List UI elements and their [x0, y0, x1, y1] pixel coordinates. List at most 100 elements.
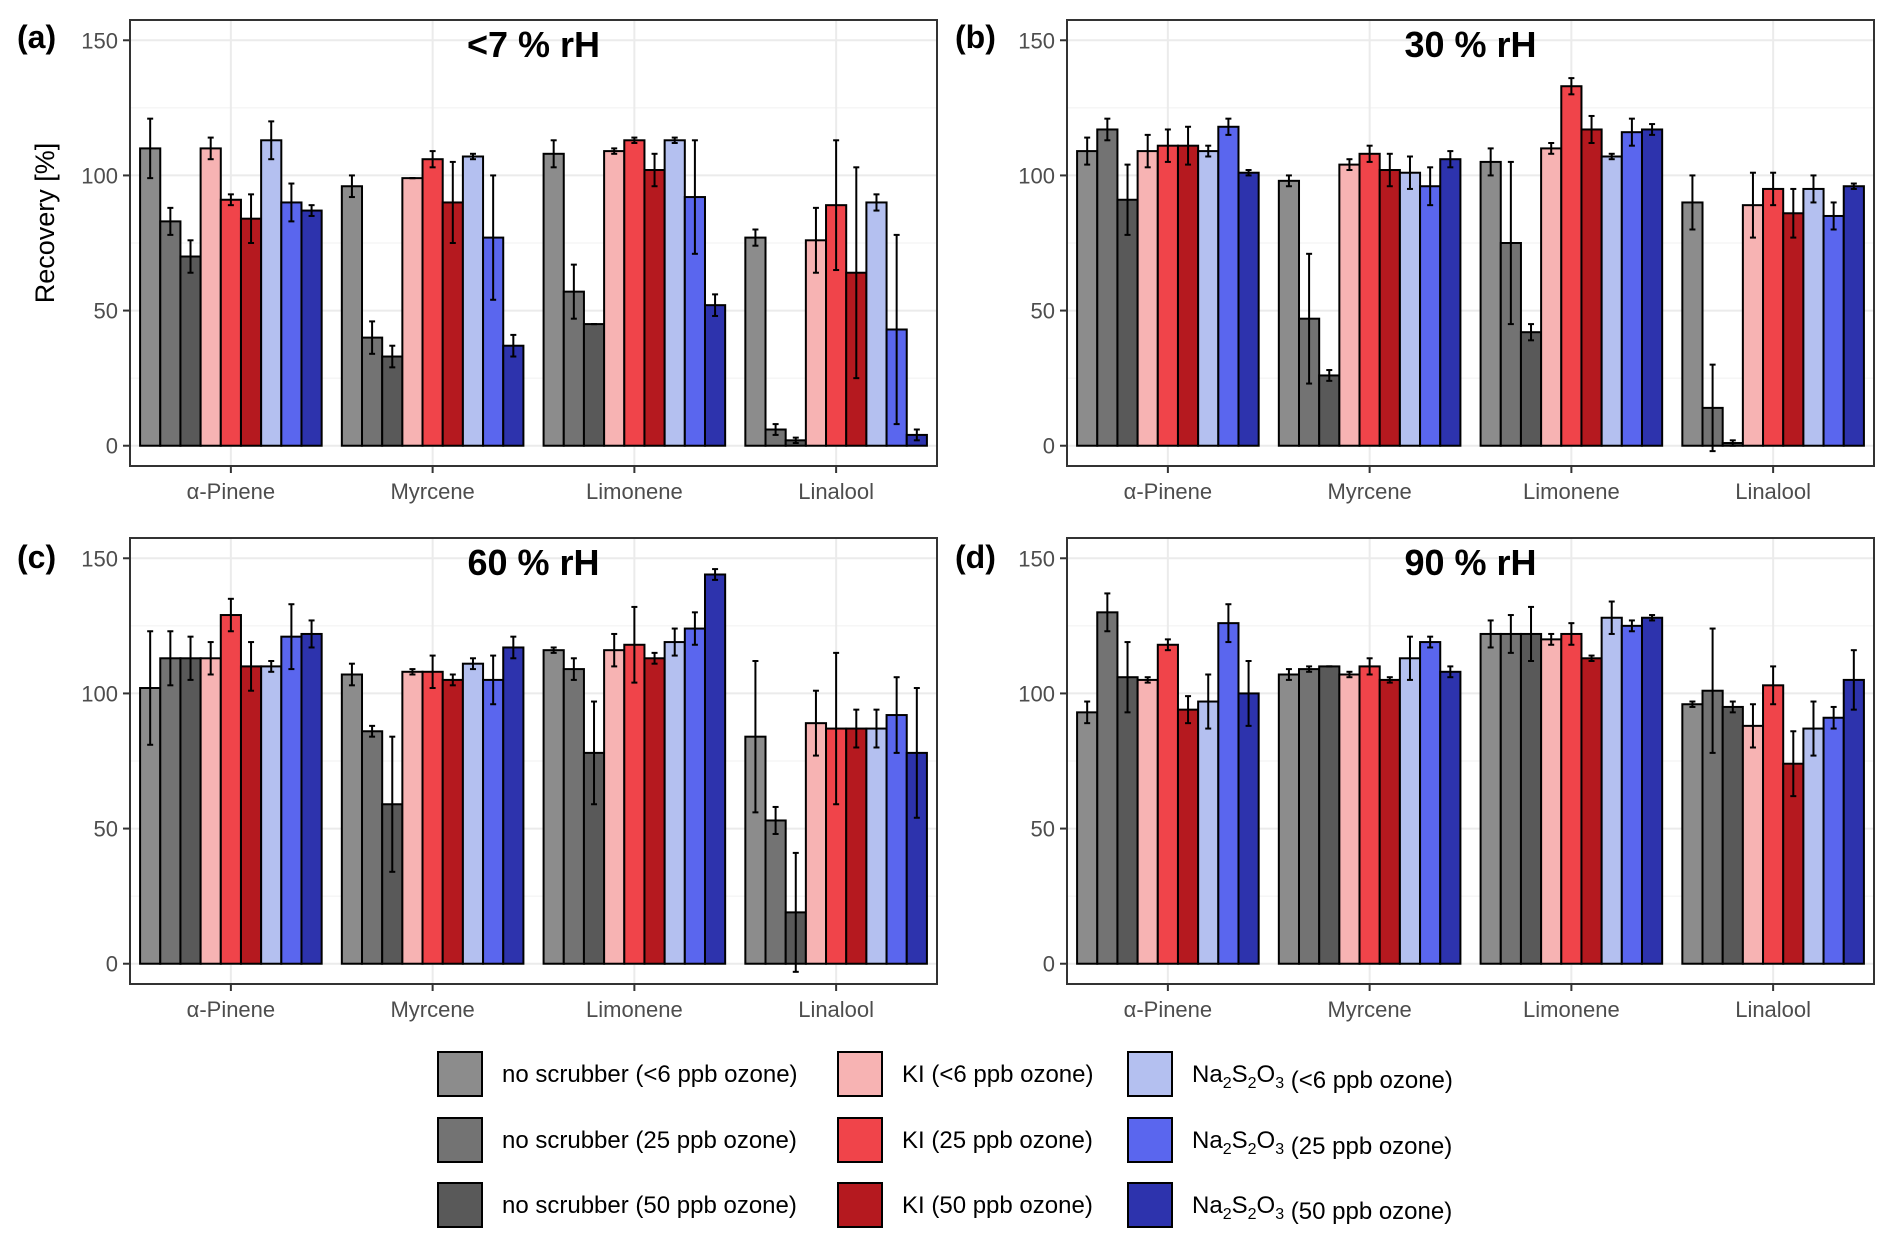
bar — [1782, 212, 1805, 447]
panel-title: <7 % rH — [467, 24, 600, 65]
bar — [1338, 673, 1361, 965]
bar — [764, 819, 787, 965]
subscript: 2 — [1223, 1141, 1232, 1158]
bar — [1842, 678, 1865, 965]
bar — [865, 727, 888, 965]
error-bar — [1790, 187, 1797, 239]
bar — [1197, 700, 1220, 965]
bar — [461, 155, 485, 447]
error-bar — [268, 659, 275, 673]
bar — [1580, 657, 1603, 965]
bar — [461, 662, 485, 965]
legend-label-rest: (50 ppb ozone) — [629, 1192, 797, 1219]
error-bar — [449, 673, 456, 687]
bar — [1217, 125, 1240, 447]
legend-label-rest: (50 ppb ozone) — [925, 1192, 1093, 1219]
error-bar — [1366, 657, 1373, 676]
legend-label: Na2S2O3 (25 ppb ozone) — [1192, 1127, 1452, 1160]
bar — [623, 643, 646, 965]
bar — [199, 147, 222, 447]
error-bar — [1628, 117, 1635, 147]
x-tick-label: Myrcene — [1327, 479, 1411, 504]
panel-letter: (a) — [17, 19, 56, 55]
bar — [179, 657, 202, 965]
error-bar — [308, 619, 315, 649]
error-bar — [1548, 141, 1555, 155]
error-bar — [1144, 676, 1151, 684]
x-tick-label: Limonene — [586, 479, 683, 504]
bar — [1076, 711, 1099, 965]
error-bar — [853, 708, 860, 749]
x-tick-label: α-Pinene — [187, 997, 276, 1022]
error-bar — [1507, 614, 1514, 654]
error-bar — [611, 632, 618, 668]
bar — [179, 255, 202, 447]
error-bar — [1749, 703, 1756, 749]
error-bar — [772, 805, 779, 835]
bar — [401, 670, 424, 965]
error-bar — [207, 641, 214, 676]
panel-title: 30 % rH — [1404, 24, 1536, 65]
error-bar — [752, 659, 759, 814]
y-tick-label: 0 — [106, 434, 118, 459]
error-bar — [1749, 171, 1756, 239]
legend-label-prefix: KI — [902, 1127, 925, 1154]
error-bar — [1285, 174, 1292, 188]
y-tick-label: 150 — [1018, 546, 1055, 571]
panel-letter: (d) — [955, 539, 996, 575]
bar — [1398, 657, 1422, 965]
panel-d: 0 50 100 150 α-Pinene Myrcene Limonene Linalool… — [955, 537, 1875, 1022]
bar — [1439, 158, 1462, 447]
bar — [441, 678, 464, 965]
error-bar — [469, 657, 476, 671]
formula-part: S — [1232, 1061, 1248, 1088]
legend-label-rest: (<6 ppb ozone) — [629, 1061, 798, 1088]
legend-label: KI (25 ppb ozone) — [902, 1127, 1093, 1154]
error-bar — [449, 160, 456, 244]
legend-label-prefix: no scrubber — [502, 1061, 629, 1088]
bar — [239, 217, 263, 447]
subscript: 3 — [1275, 1075, 1284, 1092]
legend-label-prefix: KI — [902, 1061, 925, 1088]
legend-label-rest: (50 ppb ozone) — [1284, 1198, 1452, 1225]
error-bar — [570, 657, 577, 681]
panels: 0 50 100 150 α-Pinene Myrcene Limonene Linalool… — [17, 19, 1875, 1022]
error-bar — [167, 206, 174, 236]
error-bar — [1649, 614, 1656, 622]
error-bar — [167, 630, 174, 687]
error-bar — [1104, 117, 1111, 142]
error-bar — [1709, 627, 1716, 754]
bar — [260, 139, 283, 447]
bar — [239, 665, 263, 965]
error-bar — [853, 166, 860, 380]
x-tick-label: Limonene — [1523, 997, 1620, 1022]
error-bar — [1548, 632, 1555, 646]
error-bar — [1810, 174, 1817, 204]
error-bar — [1326, 369, 1333, 382]
error-bar — [147, 117, 154, 180]
error-bar — [833, 139, 840, 272]
bar — [1822, 716, 1845, 965]
error-bar — [792, 851, 799, 973]
legend-label: Na2S2O3 (<6 ppb ozone) — [1192, 1061, 1453, 1094]
error-bar — [207, 136, 214, 161]
formula-part: O — [1257, 1127, 1276, 1154]
error-bar — [369, 724, 376, 738]
legend-item: Na2S2O3 (50 ppb ozone) — [1127, 1182, 1452, 1228]
error-bar — [1830, 201, 1837, 231]
bar — [139, 147, 162, 447]
x-tick-label: Linalool — [1735, 479, 1811, 504]
error-bar — [187, 239, 194, 274]
error-bar — [550, 646, 557, 654]
bar — [1156, 643, 1179, 965]
bar — [1620, 131, 1643, 447]
legend-label: no scrubber (50 ppb ozone) — [502, 1192, 797, 1219]
bar — [1540, 147, 1563, 447]
error-bar — [1164, 128, 1171, 163]
bar — [1479, 160, 1502, 447]
error-bar — [1568, 622, 1575, 646]
bar — [1802, 187, 1825, 447]
bar — [845, 727, 868, 965]
error-bar — [1144, 133, 1151, 169]
bar — [1681, 201, 1704, 447]
